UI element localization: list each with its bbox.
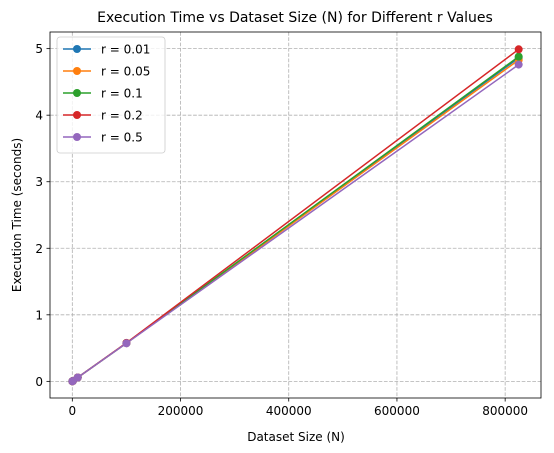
y-tick-label: 4: [35, 109, 43, 123]
legend-item: r = 0.05: [63, 65, 150, 79]
data-point: [514, 45, 523, 54]
data-point: [122, 339, 131, 348]
legend-item: r = 0.1: [63, 87, 143, 101]
legend-item: r = 0.2: [63, 109, 143, 123]
legend-swatch-marker: [73, 111, 81, 119]
grid: [50, 32, 541, 398]
legend-frame: [56, 36, 166, 154]
legend-label: r = 0.1: [101, 87, 143, 101]
legend-item: r = 0.5: [63, 131, 143, 145]
legend-label: r = 0.05: [101, 65, 150, 79]
legend-swatch-marker: [73, 133, 81, 141]
legend-label: r = 0.01: [101, 43, 150, 57]
y-tick-label: 3: [35, 175, 43, 189]
y-axis-label: Execution Time (seconds): [10, 138, 24, 292]
series-5: [68, 60, 523, 386]
plot-frame: [49, 31, 542, 399]
legend-item: r = 0.01: [63, 43, 150, 57]
data-point: [514, 52, 523, 61]
y-tick-label: 0: [35, 375, 43, 389]
data-point: [514, 60, 523, 69]
data-point: [73, 373, 82, 382]
legend-swatch-marker: [73, 45, 81, 53]
y-tick-label: 2: [35, 242, 43, 256]
x-tick-label: 0: [68, 404, 76, 418]
x-axis-label: Dataset Size (N): [247, 430, 345, 444]
legend-swatch-marker: [73, 89, 81, 97]
y-tick-label: 1: [35, 308, 43, 322]
legend-label: r = 0.5: [101, 131, 143, 145]
x-tick-label: 800000: [482, 404, 528, 418]
chart-title: Execution Time vs Dataset Size (N) for D…: [97, 10, 493, 26]
x-tick-label: 200000: [158, 404, 204, 418]
axes: 0 200000 400000 600000 800000 0 1 2 3 4 5: [35, 31, 542, 418]
x-tick-label: 600000: [374, 404, 420, 418]
x-tick-label: 400000: [266, 404, 312, 418]
legend: r = 0.01 r = 0.05 r = 0.1 r = 0.2 r = 0.5: [56, 36, 166, 154]
legend-swatch-marker: [73, 67, 81, 75]
series-layer: [68, 45, 523, 386]
y-tick-label: 5: [35, 42, 43, 56]
legend-label: r = 0.2: [101, 109, 143, 123]
